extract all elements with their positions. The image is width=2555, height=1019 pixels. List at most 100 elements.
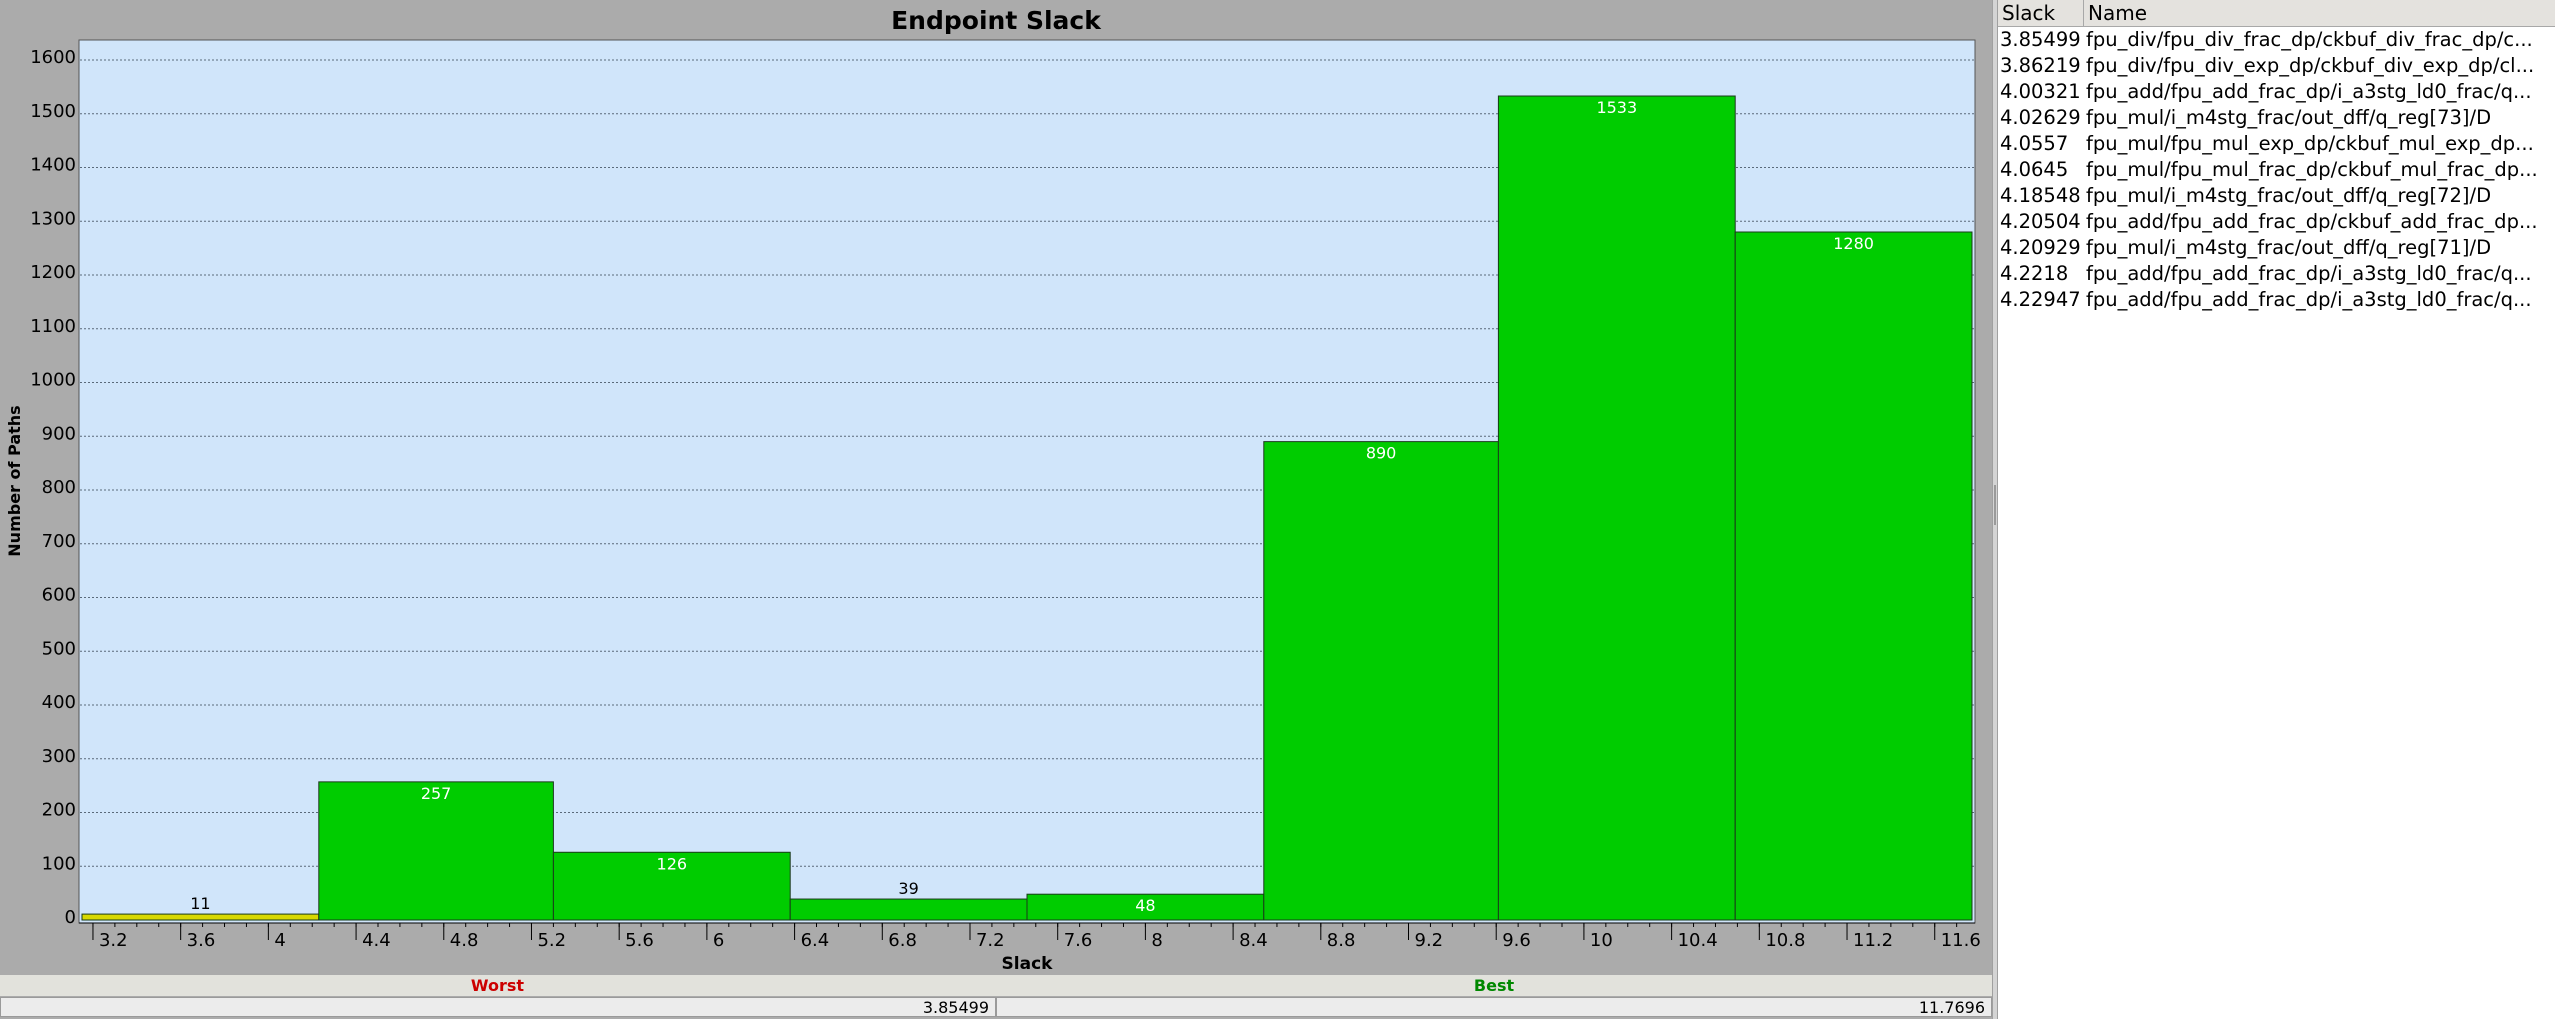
x-tick-label: 3.2 bbox=[99, 930, 128, 951]
summary-label-strip bbox=[0, 975, 1992, 996]
best-label: Best bbox=[1473, 976, 1515, 995]
histogram-bar bbox=[318, 781, 554, 921]
name-cell: fpu_mul/i_m4stg_frac/out_dff/q_reg[73]/D bbox=[2086, 106, 2492, 129]
name-cell: fpu_mul/fpu_mul_frac_dp/ckbuf_mul_frac_d… bbox=[2086, 158, 2538, 181]
y-tick-label: 1600 bbox=[30, 47, 76, 68]
x-tick-label: 6.8 bbox=[888, 930, 917, 951]
slack-cell: 3.86219 bbox=[2000, 54, 2081, 77]
x-tick-label: 7.6 bbox=[1064, 930, 1093, 951]
table-row[interactable]: 4.18548 fpu_mul/i_m4stg_frac/out_dff/q_re… bbox=[1998, 183, 2555, 209]
x-tick-label: 10 bbox=[1590, 930, 1613, 951]
y-tick-label: 1400 bbox=[30, 155, 76, 176]
y-tick-label: 300 bbox=[42, 746, 76, 767]
slack-cell: 4.20929 bbox=[2000, 236, 2081, 259]
x-tick-label: 10.4 bbox=[1678, 930, 1718, 951]
bar-count-label: 11 bbox=[190, 894, 210, 913]
slack-cell: 4.22947 bbox=[2000, 288, 2081, 311]
column-header-name[interactable]: Name bbox=[2088, 1, 2148, 25]
histogram-bar bbox=[81, 913, 320, 921]
worst-label: Worst bbox=[470, 976, 525, 995]
y-tick-label: 800 bbox=[42, 477, 76, 498]
histogram-bar bbox=[1734, 231, 1973, 921]
x-tick-label: 5.2 bbox=[537, 930, 566, 951]
x-tick-label: 8 bbox=[1151, 930, 1162, 951]
slack-cell: 4.02629 bbox=[2000, 106, 2081, 129]
table-row[interactable]: 4.02629 fpu_mul/i_m4stg_frac/out_dff/q_re… bbox=[1998, 105, 2555, 131]
name-cell: fpu_div/fpu_div_frac_dp/ckbuf_div_frac_d… bbox=[2086, 28, 2533, 51]
y-tick-label: 0 bbox=[65, 907, 76, 928]
y-tick-label: 600 bbox=[42, 585, 76, 606]
histogram-bar bbox=[1497, 95, 1736, 921]
y-tick-label: 1100 bbox=[30, 316, 76, 337]
x-tick-label: 11.6 bbox=[1941, 930, 1981, 951]
bar-count-label: 890 bbox=[1366, 444, 1397, 463]
x-tick-label: 8.4 bbox=[1239, 930, 1268, 951]
x-tick-label: 4 bbox=[274, 930, 285, 951]
x-tick-label: 3.6 bbox=[187, 930, 216, 951]
table-row[interactable]: 4.2218 fpu_add/fpu_add_frac_dp/i_a3stg_ld… bbox=[1998, 261, 2555, 287]
table-row[interactable]: 3.86219 fpu_div/fpu_div_exp_dp/ckbuf_div_… bbox=[1998, 53, 2555, 79]
x-tick-label: 4.4 bbox=[362, 930, 391, 951]
table-row[interactable]: 4.0645 fpu_mul/fpu_mul_frac_dp/ckbuf_mul_… bbox=[1998, 157, 2555, 183]
slack-cell: 4.20504 bbox=[2000, 210, 2081, 233]
table-row[interactable]: 3.85499 fpu_div/fpu_div_frac_dp/ckbuf_div… bbox=[1998, 27, 2555, 53]
name-cell: fpu_mul/i_m4stg_frac/out_dff/q_reg[72]/D bbox=[2086, 184, 2492, 207]
histogram-bar bbox=[552, 851, 791, 921]
x-tick-label: 9.6 bbox=[1502, 930, 1531, 951]
slack-summary-bar: Worst Best 3.85499 11.7696 bbox=[0, 975, 1992, 1019]
worst-slack-value: 3.85499 bbox=[0, 997, 996, 1017]
x-tick-label: 9.2 bbox=[1415, 930, 1444, 951]
slack-cell: 4.0645 bbox=[2000, 158, 2069, 181]
bar-count-label: 39 bbox=[898, 879, 918, 898]
bar-count-label: 48 bbox=[1135, 896, 1155, 915]
x-tick-label: 4.8 bbox=[450, 930, 479, 951]
slack-cell: 4.00321 bbox=[2000, 80, 2081, 103]
name-cell: fpu_div/fpu_div_exp_dp/ckbuf_div_exp_dp/… bbox=[2086, 54, 2535, 77]
x-tick-label: 11.2 bbox=[1853, 930, 1893, 951]
column-header-slack[interactable]: Slack bbox=[1998, 0, 2084, 26]
endpoint-table: Slack Name 3.85499 fpu_div/fpu_div_frac_d… bbox=[1998, 0, 2555, 1019]
bar-count-label: 1533 bbox=[1596, 98, 1637, 117]
slack-cell: 3.85499 bbox=[2000, 28, 2081, 51]
bar-count-label: 257 bbox=[421, 784, 452, 803]
histogram-panel: Endpoint Slack 0 100 200 300 400 500 600 700 800… bbox=[0, 0, 1992, 1019]
name-cell: fpu_add/fpu_add_frac_dp/i_a3stg_ld0_frac… bbox=[2086, 288, 2532, 311]
bar-count-label: 126 bbox=[657, 854, 688, 873]
name-cell: fpu_add/fpu_add_frac_dp/ckbuf_add_frac_d… bbox=[2086, 210, 2538, 233]
name-cell: fpu_add/fpu_add_frac_dp/i_a3stg_ld0_frac… bbox=[2086, 262, 2532, 285]
y-tick-label: 1300 bbox=[30, 208, 76, 229]
slack-cell: 4.18548 bbox=[2000, 184, 2081, 207]
x-tick-label: 6.4 bbox=[801, 930, 830, 951]
y-tick-label: 500 bbox=[42, 638, 76, 659]
y-tick-label: 1000 bbox=[30, 370, 76, 391]
name-cell: fpu_mul/i_m4stg_frac/out_dff/q_reg[71]/D bbox=[2086, 236, 2492, 259]
histogram-bar bbox=[789, 898, 1028, 921]
panel-splitter[interactable] bbox=[1992, 0, 1998, 1019]
y-tick-label: 400 bbox=[42, 692, 76, 713]
bar-count-label: 1280 bbox=[1833, 234, 1874, 253]
y-tick-label: 1500 bbox=[30, 101, 76, 122]
table-row[interactable]: 4.20504 fpu_add/fpu_add_frac_dp/ckbuf_add… bbox=[1998, 209, 2555, 235]
table-row[interactable]: 4.22947 fpu_add/fpu_add_frac_dp/i_a3stg_l… bbox=[1998, 287, 2555, 313]
splitter-grip[interactable] bbox=[1994, 485, 1996, 525]
x-axis-label: Slack bbox=[1002, 954, 1054, 974]
best-slack-value: 11.7696 bbox=[996, 997, 1992, 1017]
y-tick-label: 1200 bbox=[30, 262, 76, 283]
slack-cell: 4.2218 bbox=[2000, 262, 2069, 285]
endpoint-slack-histogram: Endpoint Slack 0 100 200 300 400 500 600 700 800… bbox=[5, 6, 1981, 974]
x-tick-label: 10.8 bbox=[1765, 930, 1805, 951]
y-tick-label: 900 bbox=[42, 423, 76, 444]
table-header: Slack Name bbox=[1998, 0, 2555, 27]
table-body: 3.85499 fpu_div/fpu_div_frac_dp/ckbuf_div… bbox=[1998, 27, 2555, 313]
table-row[interactable]: 4.00321 fpu_add/fpu_add_frac_dp/i_a3stg_l… bbox=[1998, 79, 2555, 105]
x-tick-label: 7.2 bbox=[976, 930, 1005, 951]
chart-title: Endpoint Slack bbox=[891, 6, 1102, 35]
x-tick-label: 8.8 bbox=[1327, 930, 1356, 951]
table-row[interactable]: 4.20929 fpu_mul/i_m4stg_frac/out_dff/q_re… bbox=[1998, 235, 2555, 261]
histogram-bar bbox=[1263, 441, 1499, 921]
y-axis-label: Number of Paths bbox=[5, 405, 24, 556]
table-row[interactable]: 4.0557 fpu_mul/fpu_mul_exp_dp/ckbuf_mul_e… bbox=[1998, 131, 2555, 157]
slack-cell: 4.0557 bbox=[2000, 132, 2069, 155]
y-tick-label: 100 bbox=[42, 853, 76, 874]
name-cell: fpu_mul/fpu_mul_exp_dp/ckbuf_mul_exp_dp.… bbox=[2086, 132, 2534, 155]
